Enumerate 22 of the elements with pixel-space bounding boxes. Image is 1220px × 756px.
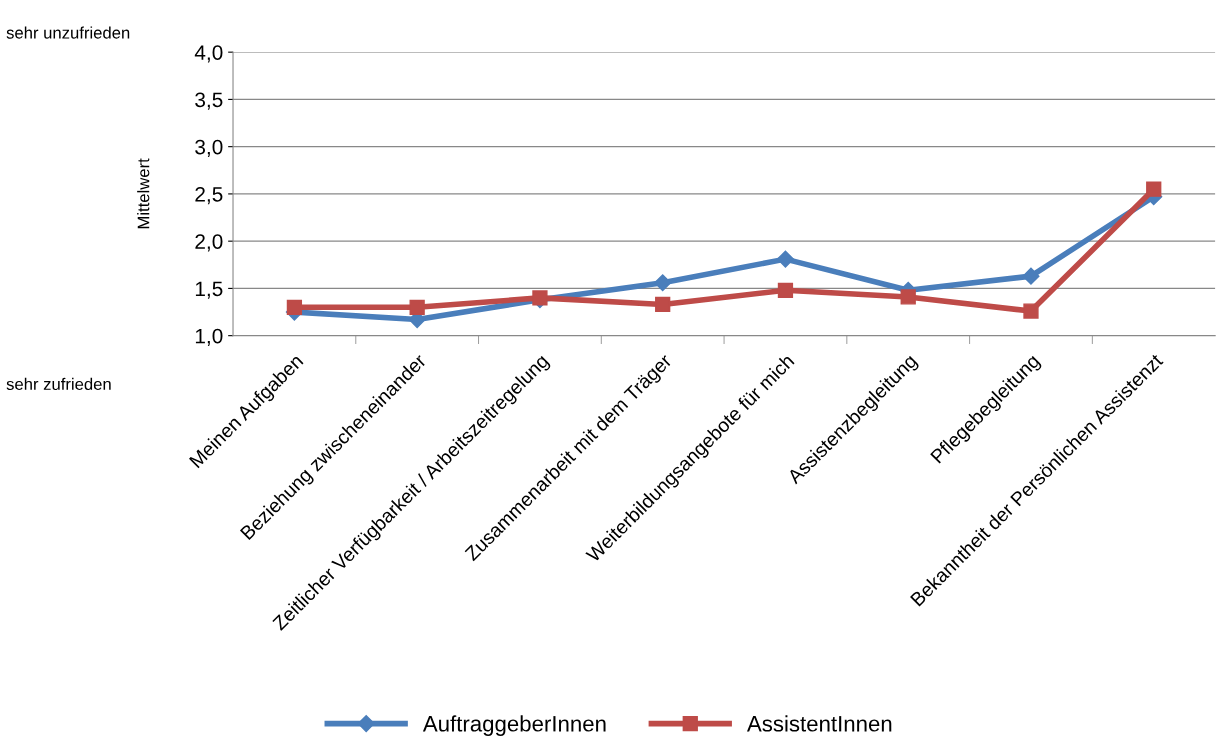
- point: [1022, 267, 1040, 285]
- point: [286, 299, 303, 315]
- y-axis-title: Mittelwert: [137, 158, 150, 229]
- point: [776, 250, 795, 268]
- point: [1146, 181, 1162, 197]
- y-tick-label: 2,0: [195, 234, 223, 252]
- y-tick-label: 1,5: [195, 281, 223, 299]
- point: [1023, 303, 1039, 319]
- legend-label: AuftraggeberInnen: [422, 715, 606, 736]
- point: [654, 274, 672, 292]
- text: sehr unzufrieden: [6, 26, 130, 39]
- y-tick-label: 1,0: [195, 328, 223, 346]
- y-tick-label: 2,5: [195, 186, 223, 205]
- text: sehr zufrieden: [6, 377, 111, 391]
- legend-label: AssistentInnen: [746, 715, 892, 732]
- y-tick-label: 3,0: [195, 139, 223, 157]
- point: [409, 299, 425, 315]
- point: [655, 296, 671, 313]
- y-tick-label: 4,0: [194, 45, 223, 63]
- y-tick-label: 3,5: [195, 92, 223, 110]
- point: [900, 289, 916, 305]
- point: [777, 282, 794, 298]
